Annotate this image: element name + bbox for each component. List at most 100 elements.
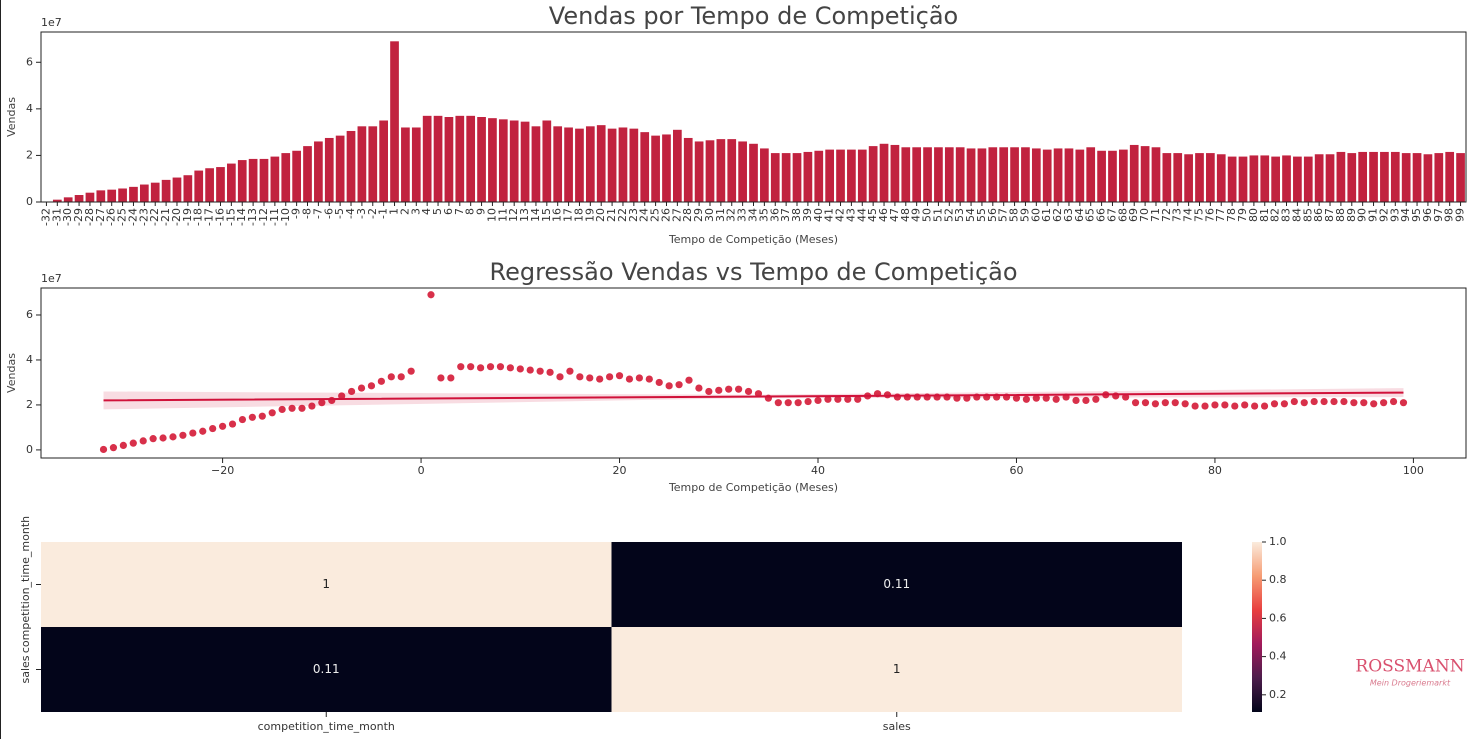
bar [825, 149, 834, 202]
point [794, 399, 802, 407]
heatmap-cell [611, 542, 1182, 627]
bar [770, 153, 780, 202]
x-tick-label: 17 [562, 208, 575, 222]
x-tick-label: 73 [1171, 208, 1184, 222]
x-tick-label: 66 [1095, 208, 1108, 222]
bar [607, 128, 617, 202]
bar [868, 146, 878, 202]
x-tick-label: -17 [203, 208, 216, 226]
y-axis-label: Vendas [5, 353, 18, 393]
point [447, 374, 455, 382]
bar [411, 127, 421, 202]
x-tick-label: 10 [485, 208, 498, 222]
point [218, 422, 227, 430]
point [1181, 400, 1189, 408]
bar [1140, 146, 1150, 202]
point [486, 363, 495, 371]
x-tick-label: -12 [257, 208, 270, 226]
x-tick-label: -29 [72, 208, 85, 226]
bar [934, 147, 943, 202]
point [615, 372, 624, 380]
x-tick-label: 81 [1258, 208, 1271, 222]
x-tick-label: -32 [39, 208, 52, 226]
x-tick-label: 52 [942, 208, 955, 222]
point [288, 404, 296, 412]
x-tick-label: -5 [333, 208, 346, 219]
x-tick-label: 79 [1236, 208, 1249, 222]
point [278, 405, 286, 414]
x-tick-label: 44 [855, 208, 868, 222]
colorbar-tick-label: 1.0 [1269, 535, 1287, 548]
bar [455, 115, 465, 202]
bar [1369, 151, 1378, 202]
point [725, 385, 733, 393]
x-tick-label: 37 [779, 208, 792, 222]
bar [575, 128, 584, 202]
bar [118, 188, 127, 202]
x-tick-label: 24 [638, 208, 651, 222]
point [715, 386, 723, 394]
x-tick-label: 64 [1073, 208, 1086, 222]
x-axis-label: Tempo de Competição (Meses) [668, 233, 838, 246]
x-tick-label: 51 [931, 208, 944, 222]
point [298, 404, 306, 412]
x-tick-label: 36 [768, 208, 781, 222]
bar [705, 140, 715, 202]
point [357, 384, 366, 392]
point [804, 397, 812, 406]
bar [792, 153, 802, 202]
point [576, 373, 584, 381]
x-tick-label: 70 [1138, 208, 1151, 222]
colorbar-tick-label: 0.8 [1269, 573, 1287, 586]
bar [1282, 155, 1291, 202]
point [1389, 397, 1398, 406]
bar [1423, 154, 1433, 202]
bar [683, 137, 693, 202]
x-tick-label: 76 [1203, 208, 1216, 222]
x-tick-label: 30 [703, 208, 716, 222]
bar [596, 125, 606, 202]
cell-label: 1 [322, 577, 330, 591]
x-axis-label: Tempo de Competição (Meses) [668, 481, 838, 494]
bar [1010, 147, 1019, 202]
colorbar-tick-label: 0.6 [1269, 611, 1287, 624]
point [159, 434, 167, 442]
x-tick-label: -27 [94, 208, 107, 226]
x-tick-label: 35 [757, 208, 770, 222]
bar [890, 144, 900, 202]
logo-tagline: Mein Drogeriemarkt [1370, 679, 1451, 688]
point [1022, 395, 1030, 403]
x-tick-label: 9 [475, 208, 488, 215]
bar [1390, 151, 1400, 202]
x-tick-label: 55 [975, 208, 988, 222]
x-tick-label: 71 [1149, 208, 1162, 222]
bar [716, 139, 726, 202]
bar [1075, 149, 1085, 202]
point [695, 384, 703, 392]
point [1052, 395, 1060, 403]
x-tick-label: 68 [1116, 208, 1129, 222]
x-tick-label: 45 [866, 208, 879, 222]
bar [216, 167, 225, 202]
x-tick-label: 13 [518, 208, 531, 222]
point [784, 399, 792, 407]
point [596, 375, 604, 383]
bar [1184, 154, 1193, 202]
point [675, 381, 683, 389]
bar [673, 129, 682, 202]
bar [1303, 156, 1313, 202]
x-tick-label: -19 [181, 208, 194, 226]
x-tick-label: 5 [431, 208, 444, 215]
point [1211, 401, 1219, 409]
point [1092, 395, 1100, 403]
point [397, 373, 405, 381]
bar [96, 190, 106, 202]
colorbar [1252, 542, 1262, 712]
x-tick-label: 38 [790, 208, 803, 222]
point [1260, 402, 1269, 410]
bar [357, 126, 367, 202]
x-tick-label: -23 [137, 208, 150, 226]
bar [1249, 155, 1259, 202]
bar [564, 127, 573, 202]
x-tick-label: 100 [1403, 464, 1424, 477]
